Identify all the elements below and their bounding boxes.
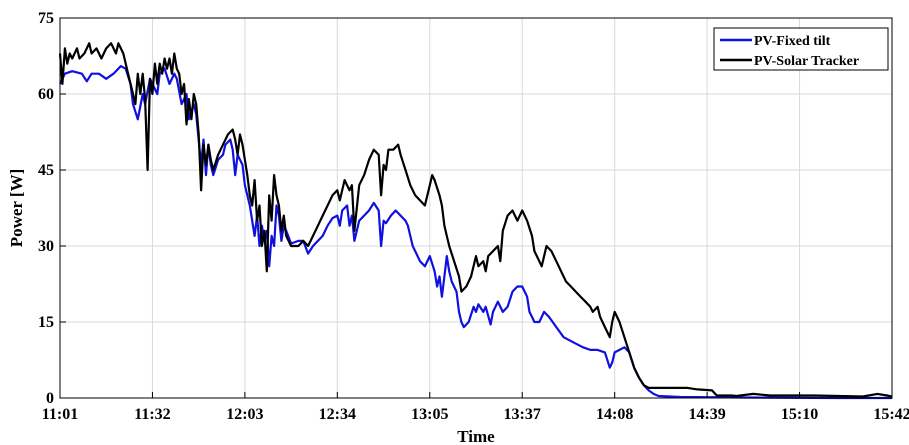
y-tick-label: 0 bbox=[46, 390, 54, 407]
plot-background bbox=[60, 18, 892, 398]
x-tick-label: 11:32 bbox=[134, 406, 170, 423]
plot-frame bbox=[59, 17, 893, 399]
x-tick-label: 15:10 bbox=[781, 406, 818, 423]
x-tick-label: 13:05 bbox=[411, 406, 448, 423]
x-tick-label: 14:08 bbox=[596, 406, 633, 423]
series-line-pv-solar-tracker bbox=[58, 42, 893, 398]
x-axis-label: Time bbox=[457, 427, 495, 445]
series-layer bbox=[58, 42, 893, 400]
legend-label-solar-tracker: PV-Solar Tracker bbox=[754, 54, 859, 69]
legend-box bbox=[713, 27, 889, 71]
x-tick-label: 14:39 bbox=[688, 406, 725, 423]
y-tick-label: 45 bbox=[38, 162, 54, 179]
y-tick-label: 15 bbox=[38, 314, 54, 331]
y-axis-label: Power [W] bbox=[7, 169, 26, 248]
x-tick-label: 12:03 bbox=[226, 406, 263, 423]
ticks: 11:01 11:32 12:03 12:34 13:05 13:37 14:08 14:39… bbox=[38, 10, 909, 423]
y-tick-label: 30 bbox=[38, 238, 54, 255]
x-tick-label: 11:01 bbox=[42, 406, 78, 423]
legend-label-fixed-tilt: PV-Fixed tilt bbox=[754, 34, 831, 49]
legend: PV-Fixed tilt PV-Solar Tracker bbox=[713, 27, 889, 71]
x-tick-label: 15:42 bbox=[873, 406, 909, 423]
y-tick-label: 75 bbox=[38, 10, 54, 27]
x-tick-label: 13:37 bbox=[504, 406, 541, 423]
y-tick-label: 60 bbox=[38, 86, 54, 103]
x-tick-label: 12:34 bbox=[319, 406, 356, 423]
